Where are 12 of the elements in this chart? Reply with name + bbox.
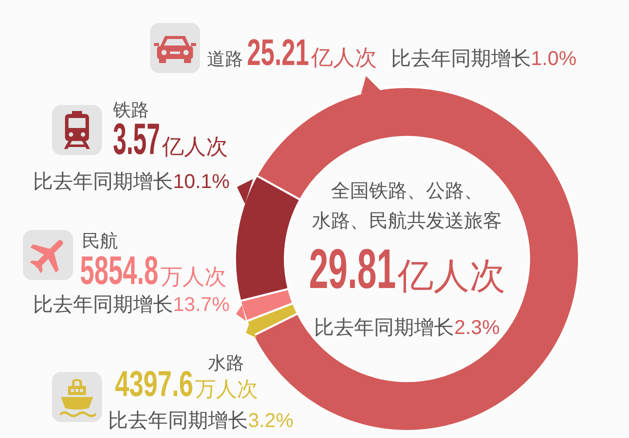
text: 5854.8万人次 <box>80 249 226 293</box>
text: 29.81亿人次 <box>308 237 506 300</box>
text: 比去年同期增长13.7% <box>33 294 230 316</box>
text: 全国铁路、公路、水路、民航共发送旅客 <box>312 181 502 232</box>
data-label: 25.21亿人次 <box>247 32 377 73</box>
text: 比去年同期增长1.0% <box>390 48 576 70</box>
text: 比去年同期增长3.2% <box>108 410 294 432</box>
legend-label: 道路 <box>207 49 243 69</box>
legend-label: 民航 <box>82 231 118 251</box>
slice-label: 水路 <box>208 353 244 373</box>
text: 比去年同期增长10.1% <box>33 171 230 193</box>
text: 比去年同期增长2.3% <box>314 317 500 339</box>
